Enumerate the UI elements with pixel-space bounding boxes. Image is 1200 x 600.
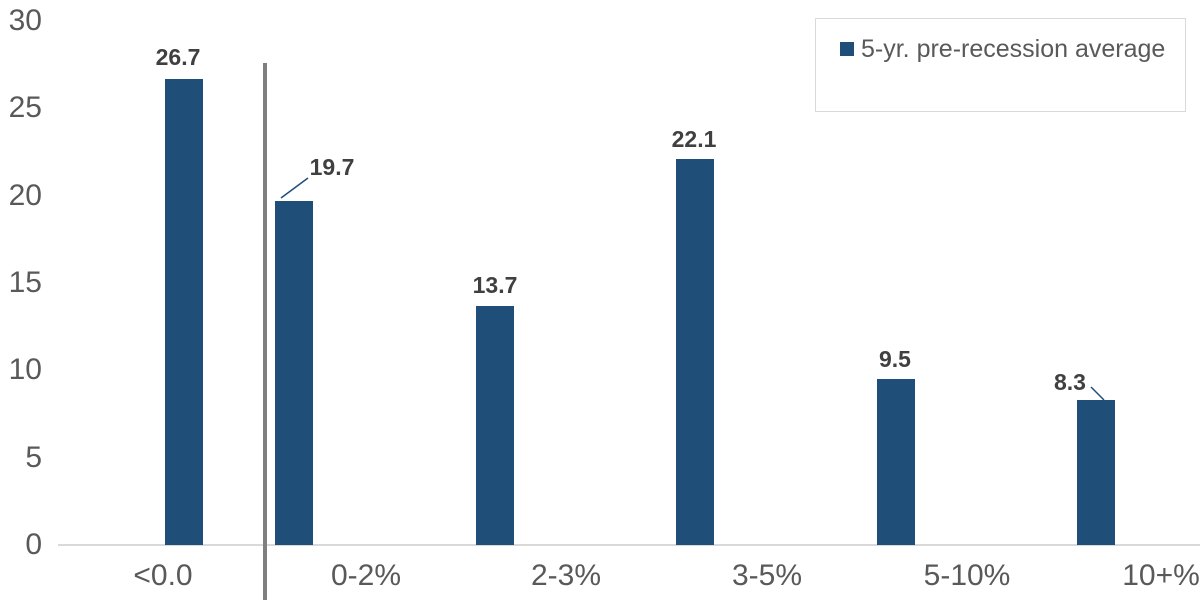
legend: 5-yr. pre-recession average <box>815 18 1186 112</box>
y-axis-label: 0 <box>25 528 42 561</box>
x-axis-line <box>58 544 1200 546</box>
bar <box>676 158 714 545</box>
x-axis-label: 3-5% <box>731 559 803 592</box>
bar <box>1077 400 1115 545</box>
legend-entry: 5-yr. pre-recession average <box>816 19 1165 64</box>
bar <box>165 78 203 545</box>
y-axis-label: 15 <box>8 266 42 299</box>
bar-value-label: 19.7 <box>309 154 355 180</box>
bar <box>275 200 313 545</box>
bar-value-label: 13.7 <box>472 272 518 298</box>
divider-line <box>263 63 267 600</box>
bar <box>877 379 915 545</box>
bar-value-label: 22.1 <box>671 126 717 152</box>
y-axis-label: 10 <box>8 353 42 387</box>
bar-value-label: 26.7 <box>155 44 201 70</box>
legend-swatch-icon <box>840 42 854 56</box>
legend-label: 5-yr. pre-recession average <box>861 35 1166 63</box>
y-axis-label: 5 <box>25 440 42 474</box>
y-axis-label: 20 <box>8 178 42 212</box>
bar-value-label: 9.5 <box>879 346 911 372</box>
y-axis-label: 30 <box>8 4 42 37</box>
x-axis-label: 5-10% <box>923 559 1011 592</box>
x-axis-label: 0-2% <box>330 559 402 592</box>
y-axis-label: 25 <box>8 91 42 125</box>
x-axis-label: 2-3% <box>530 559 602 592</box>
bar-value-label: 8.3 <box>1054 369 1086 395</box>
x-axis-label: <0.0 <box>133 559 193 592</box>
bar <box>476 305 514 545</box>
leader-line <box>280 177 309 199</box>
x-axis-label: 10+% <box>1122 559 1200 592</box>
